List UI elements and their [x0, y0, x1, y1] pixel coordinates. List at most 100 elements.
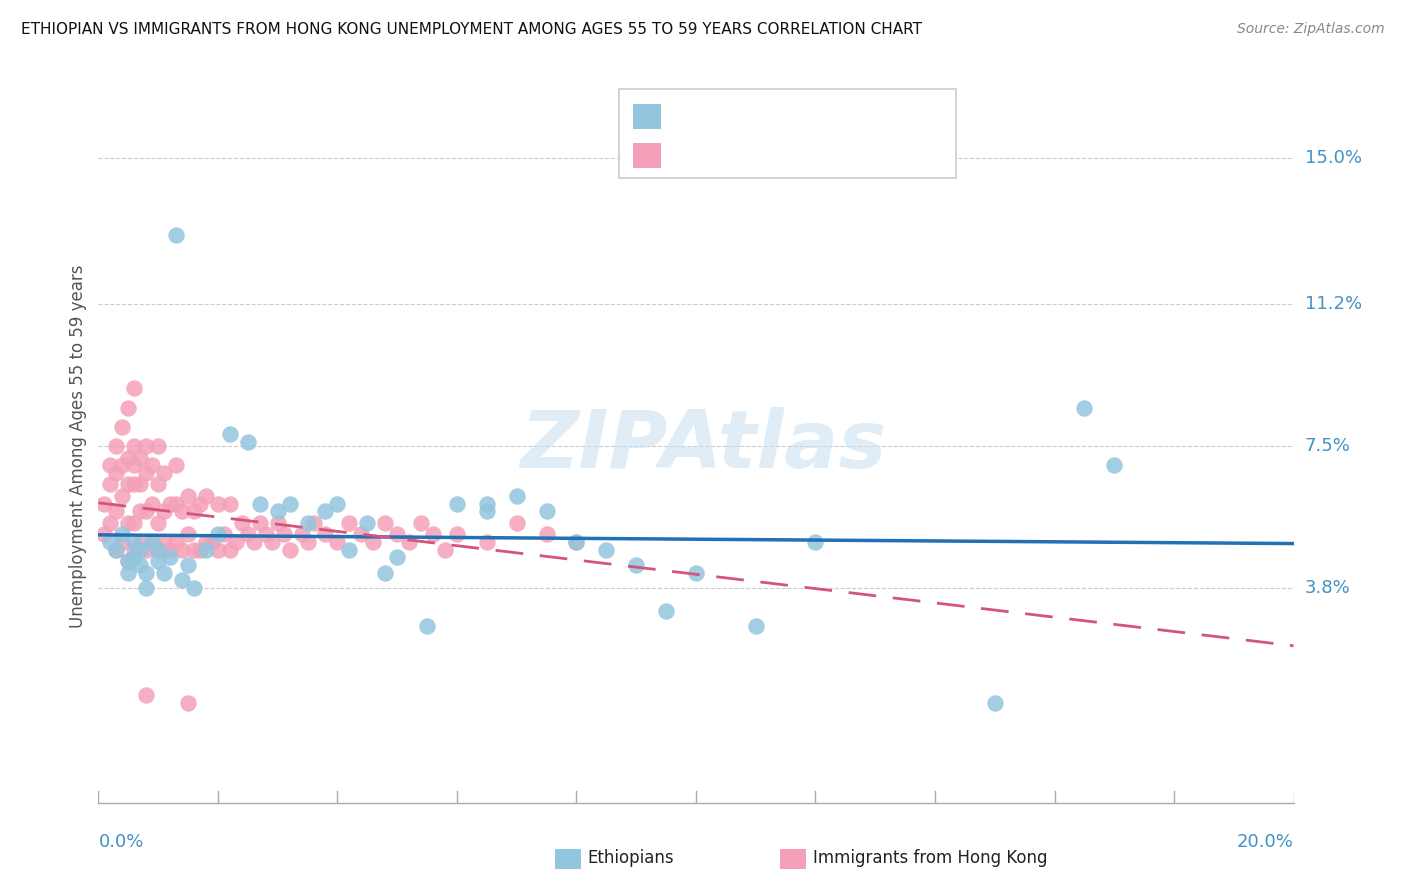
Point	[165, 458, 187, 473]
Point	[398, 535, 420, 549]
Point	[177, 489, 200, 503]
Point	[105, 542, 128, 557]
Point	[93, 527, 115, 541]
Text: 50: 50	[824, 108, 849, 126]
Point	[135, 581, 157, 595]
Point	[685, 566, 707, 580]
Point	[124, 477, 146, 491]
Point	[148, 554, 170, 568]
Point	[302, 516, 325, 530]
Point	[141, 535, 163, 549]
Point	[148, 542, 170, 557]
Point	[129, 542, 152, 557]
Point	[446, 527, 468, 541]
Text: 3.8%: 3.8%	[1305, 579, 1350, 597]
Point	[135, 439, 157, 453]
Point	[172, 542, 194, 557]
Point	[98, 535, 122, 549]
Point	[177, 527, 200, 541]
Point	[254, 527, 277, 541]
Point	[385, 550, 409, 565]
Point	[117, 401, 139, 415]
Text: ZIPAtlas: ZIPAtlas	[520, 407, 886, 485]
Point	[159, 542, 181, 557]
Point	[105, 504, 128, 518]
Point	[363, 535, 385, 549]
Point	[117, 477, 139, 491]
Point	[201, 535, 224, 549]
Point	[194, 535, 218, 549]
Point	[207, 542, 229, 557]
Point	[297, 535, 319, 549]
Point	[183, 581, 205, 595]
Text: 0.115: 0.115	[714, 146, 770, 164]
Point	[536, 504, 558, 518]
Point	[129, 477, 152, 491]
Point	[183, 542, 205, 557]
Point	[129, 535, 152, 549]
Point	[475, 504, 498, 518]
Point	[165, 535, 187, 549]
Point	[111, 419, 134, 434]
Point	[290, 527, 312, 541]
Point	[165, 227, 187, 242]
Point	[249, 497, 271, 511]
Point	[129, 558, 152, 572]
Text: 11.2%: 11.2%	[1305, 295, 1362, 313]
Point	[326, 497, 349, 511]
Point	[153, 466, 176, 480]
Text: R =: R =	[672, 108, 711, 126]
Point	[117, 554, 139, 568]
Text: Immigrants from Hong Kong: Immigrants from Hong Kong	[813, 849, 1047, 867]
Point	[105, 466, 128, 480]
Point	[124, 439, 146, 453]
Point	[236, 435, 259, 450]
Point	[374, 566, 396, 580]
Point	[267, 516, 290, 530]
Point	[98, 477, 122, 491]
Point	[124, 458, 146, 473]
Point	[356, 516, 378, 530]
Point	[153, 535, 176, 549]
Text: 7.5%: 7.5%	[1305, 437, 1351, 455]
Point	[326, 535, 349, 549]
Text: 94: 94	[824, 146, 849, 164]
Point	[339, 542, 360, 557]
Point	[565, 535, 588, 549]
Point	[117, 554, 139, 568]
Text: R =: R =	[672, 146, 711, 164]
Point	[148, 477, 170, 491]
Point	[117, 516, 139, 530]
Point	[124, 550, 146, 565]
Text: Source: ZipAtlas.com: Source: ZipAtlas.com	[1237, 22, 1385, 37]
Point	[1104, 458, 1126, 473]
Point	[207, 497, 229, 511]
Point	[105, 439, 128, 453]
Point	[141, 458, 163, 473]
Point	[278, 497, 301, 511]
Point	[124, 381, 146, 395]
Point	[159, 497, 181, 511]
Point	[124, 516, 146, 530]
Point	[745, 619, 768, 633]
Point	[315, 527, 337, 541]
Text: 0.0%: 0.0%	[98, 833, 143, 852]
Point	[446, 497, 468, 511]
Point	[374, 516, 396, 530]
Y-axis label: Unemployment Among Ages 55 to 59 years: Unemployment Among Ages 55 to 59 years	[69, 264, 87, 628]
Point	[148, 439, 170, 453]
Point	[416, 619, 439, 633]
Point	[236, 527, 259, 541]
Point	[129, 504, 152, 518]
Point	[1073, 401, 1095, 415]
Point	[315, 504, 337, 518]
Text: 15.0%: 15.0%	[1305, 149, 1361, 168]
Point	[124, 535, 146, 549]
Point	[117, 450, 139, 465]
Point	[267, 504, 290, 518]
Point	[98, 458, 122, 473]
Text: 20.0%: 20.0%	[1237, 833, 1294, 852]
Point	[194, 489, 218, 503]
Point	[475, 535, 498, 549]
Text: 0.197: 0.197	[714, 108, 770, 126]
